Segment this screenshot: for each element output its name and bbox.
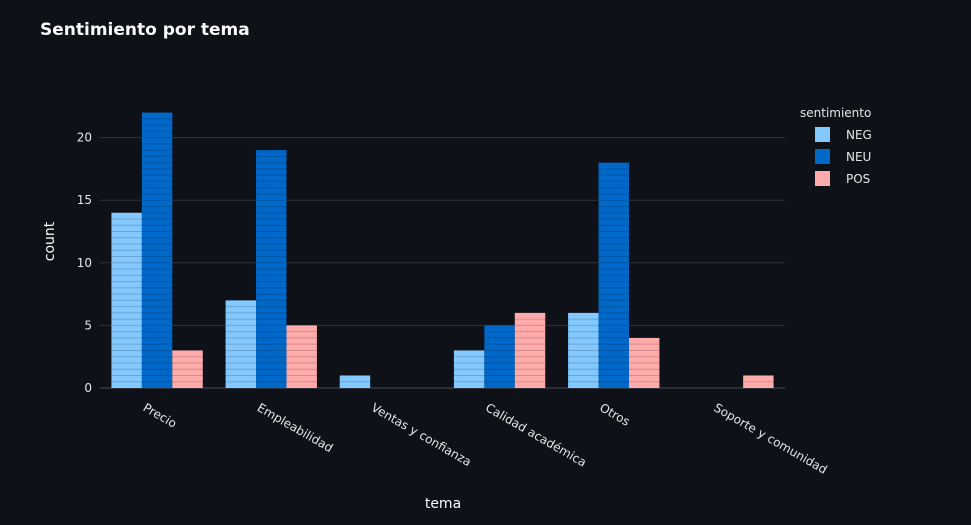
bar-neu-1[interactable]: [256, 150, 287, 388]
bar-neu-4[interactable]: [598, 162, 629, 388]
y-gridlines: [100, 137, 785, 389]
bar-neg-3[interactable]: [453, 350, 485, 388]
x-tick-label: Ventas y confianza: [369, 400, 474, 469]
bar-pos-3[interactable]: [514, 312, 546, 388]
bar-pos-5[interactable]: [743, 375, 774, 388]
x-tick-label: Otros: [597, 400, 632, 428]
bar-pos-4[interactable]: [628, 337, 660, 388]
x-tick-label: Empleabilidad: [255, 400, 336, 455]
legend-swatch-pos[interactable]: [815, 171, 830, 186]
y-tick-label: 15: [77, 193, 92, 207]
legend: sentimiento NEG NEU POS: [800, 106, 872, 186]
x-tick-label: Soporte y comunidad: [711, 400, 829, 476]
legend-label-neg: NEG: [846, 128, 872, 142]
x-axis-title: tema: [425, 496, 461, 512]
x-tick-label: Precio: [141, 400, 179, 430]
legend-swatch-neu[interactable]: [815, 149, 830, 164]
bars: [111, 112, 774, 388]
bar-neg-0[interactable]: [111, 212, 142, 388]
bar-neu-0[interactable]: [141, 112, 173, 388]
bar-neg-4[interactable]: [568, 312, 599, 388]
y-tick-label: 5: [84, 318, 92, 332]
legend-title: sentimiento: [800, 106, 871, 120]
bar-pos-0[interactable]: [172, 350, 203, 388]
bar-neg-2[interactable]: [339, 375, 371, 388]
y-tick-label: 20: [77, 131, 92, 145]
bar-neg-1[interactable]: [225, 300, 257, 388]
x-tick-label: Calidad académica: [483, 400, 589, 469]
y-axis-title: count: [42, 221, 58, 261]
chart-title: Sentimiento por tema: [40, 20, 250, 40]
legend-label-neu: NEU: [846, 150, 871, 164]
legend-swatch-neg[interactable]: [815, 127, 830, 142]
y-tick-label: 10: [77, 256, 92, 270]
bar-neu-3[interactable]: [484, 325, 515, 388]
legend-label-pos: POS: [846, 172, 870, 186]
bar-pos-1[interactable]: [286, 325, 317, 388]
y-tick-label: 0: [84, 381, 92, 395]
